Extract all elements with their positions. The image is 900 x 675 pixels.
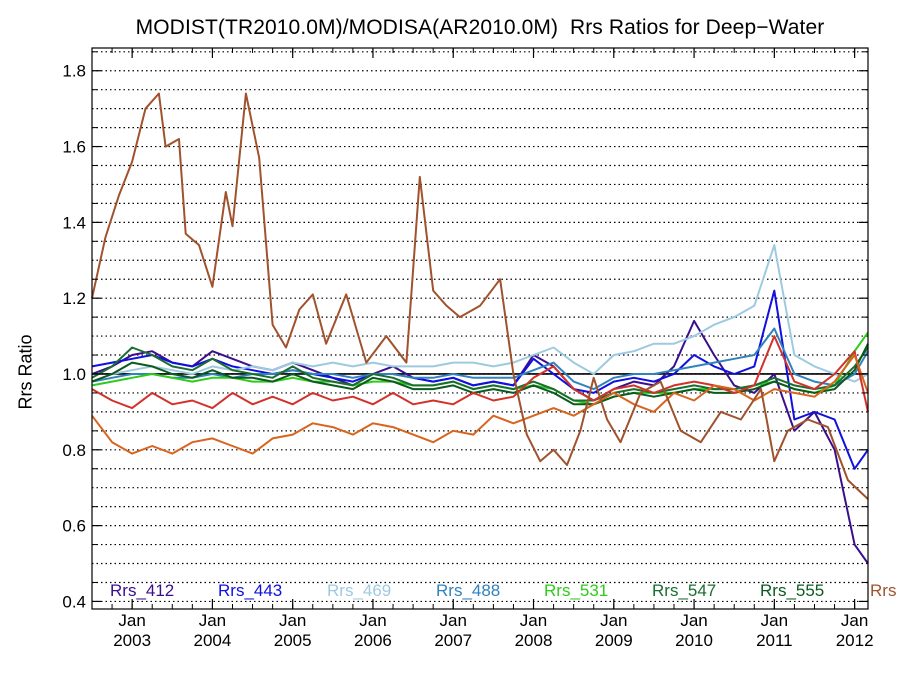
- x-tick-month: Jan: [440, 611, 467, 630]
- x-tick-month: Jan: [520, 611, 547, 630]
- y-tick-label: 1.8: [62, 62, 86, 81]
- series-line-rrs-469: [91, 244, 869, 383]
- y-tick-label: 1.0: [62, 365, 86, 384]
- series-line-rrs-443: [91, 289, 869, 470]
- y-tick-label: 1.4: [62, 213, 86, 232]
- legend: Rrs_412 Rrs_443 Rrs_469 Rrs_488 Rrs_531 Rrs_5…: [110, 581, 896, 600]
- legend-item: Rrs_547: [652, 581, 716, 600]
- x-tick-month: Jan: [841, 611, 868, 630]
- legend-item: Rrs_469: [327, 581, 391, 600]
- series-line-rrs-678: [91, 92, 869, 500]
- series-line-rrs-488: [91, 327, 869, 391]
- series-line-rrs-645: [91, 335, 869, 413]
- x-tick-month: Jan: [118, 611, 145, 630]
- x-tick-year: 2011: [756, 631, 793, 650]
- x-tick-month: Jan: [199, 611, 226, 630]
- plot-frame: [91, 47, 869, 610]
- x-tick-month: Jan: [359, 611, 386, 630]
- chart-title: MODIST(TR2010.0M)/MODISA(AR2010.0M) Rrs …: [135, 16, 825, 39]
- x-tick-year: 2008: [515, 631, 553, 650]
- y-tick-label: 1.6: [62, 138, 86, 157]
- x-tick-month: Jan: [680, 611, 707, 630]
- series-line-rrs-547: [91, 346, 869, 402]
- legend-item: Rrs_412: [110, 581, 174, 600]
- y-tick-label: 1.2: [62, 289, 86, 308]
- legend-item: Rrs_443: [218, 581, 282, 600]
- grid-lines: [92, 51, 868, 603]
- x-tick-year: 2010: [675, 631, 713, 650]
- legend-item: Rrs_488: [436, 581, 500, 600]
- y-tick-label: 0.8: [62, 441, 86, 460]
- legend-item: Rrs_531: [544, 581, 608, 600]
- y-tick-label: 0.6: [62, 517, 86, 536]
- x-tick-month: Jan: [279, 611, 306, 630]
- series-line-rrs-667: [91, 354, 869, 455]
- series-lines: [91, 92, 869, 565]
- series-line-rrs-412: [91, 319, 869, 565]
- x-tick-year: 2012: [836, 631, 874, 650]
- x-tick-month: Jan: [600, 611, 627, 630]
- axes: 0.40.60.81.01.21.41.61.8Jan2003Jan2004Ja…: [62, 47, 874, 650]
- x-tick-year: 2007: [434, 631, 472, 650]
- legend-item: Rrs: [870, 581, 896, 600]
- legend-item: Rrs_555: [760, 581, 824, 600]
- x-tick-year: 2005: [274, 631, 312, 650]
- y-tick-label: 0.4: [62, 592, 86, 611]
- x-tick-year: 2004: [193, 631, 231, 650]
- series-line-rrs-555: [91, 343, 869, 406]
- x-tick-month: Jan: [761, 611, 788, 630]
- x-tick-year: 2006: [354, 631, 392, 650]
- x-tick-year: 2009: [595, 631, 633, 650]
- x-tick-year: 2003: [113, 631, 151, 650]
